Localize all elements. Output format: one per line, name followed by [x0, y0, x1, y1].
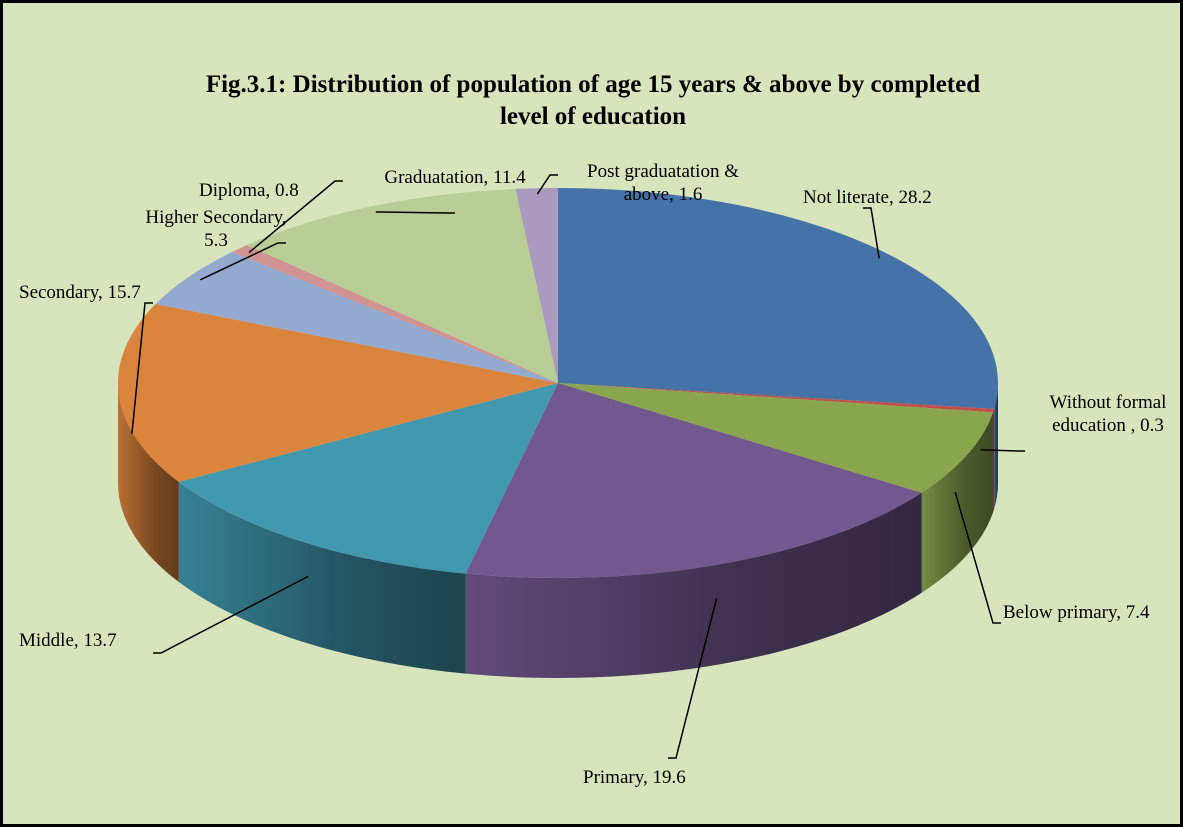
label-value: 19.6: [652, 767, 686, 788]
slice: [465, 383, 922, 578]
label-value: 13.7: [83, 630, 117, 651]
slice: [232, 245, 558, 383]
leader-line: [375, 211, 455, 214]
data-label: Diploma, 0.8: [199, 179, 359, 202]
leader-line: [980, 449, 1025, 452]
label-category: Higher Secondary,: [145, 207, 287, 228]
label-category: Without formal education ,: [1049, 392, 1167, 436]
label-value: 7.4: [1125, 602, 1150, 623]
label-category: Diploma,: [199, 180, 271, 201]
data-label: Middle, 13.7: [19, 629, 219, 652]
slice: [515, 188, 558, 383]
slice-side-shade: [118, 383, 179, 582]
slice-side-shade: [178, 481, 466, 674]
slice-side-shade: [921, 412, 993, 593]
leader-line: [153, 575, 309, 654]
label-category: Middle,: [19, 630, 79, 651]
slice: [558, 383, 993, 493]
data-label: Higher Secondary, 5.3: [141, 206, 291, 252]
label-category: Graduatation,: [384, 167, 489, 188]
leader-line: [199, 242, 286, 281]
leader-line: [536, 174, 558, 195]
chart-title: Fig.3.1: Distribution of population of a…: [205, 71, 981, 130]
leader-line: [131, 302, 153, 434]
leader-line: [248, 180, 343, 254]
data-label: Graduatation, 11.4: [375, 166, 535, 189]
leader-line: [863, 207, 880, 259]
slice: [178, 383, 559, 574]
slice: [155, 251, 558, 383]
slice: [246, 188, 558, 383]
label-value: 28.2: [898, 187, 932, 208]
label-category: Secondary,: [19, 282, 103, 303]
label-category: Below primary,: [1003, 602, 1122, 623]
slice-side-shade: [465, 492, 922, 678]
leader-line: [668, 598, 718, 759]
label-value: 15.7: [107, 282, 141, 303]
label-category: Post graduatation & above,: [587, 161, 739, 205]
data-label: Secondary, 15.7: [19, 281, 239, 304]
label-category: Not literate,: [803, 187, 894, 208]
data-label: Post graduatation & above, 1.6: [563, 160, 763, 206]
data-label: Below primary, 7.4: [1003, 601, 1180, 624]
label-value: 0.8: [275, 180, 299, 201]
slice-side-shade: [994, 383, 998, 509]
label-value: 5.3: [204, 230, 228, 251]
slice: [558, 188, 999, 409]
slice-side-shade: [992, 408, 995, 513]
slice: [117, 304, 559, 482]
leader-line: [954, 491, 1001, 624]
slice: [558, 383, 995, 413]
data-label: Not literate, 28.2: [803, 186, 1023, 209]
label-category: Primary,: [583, 767, 648, 788]
label-value: 0.3: [1140, 415, 1164, 436]
pie-canvas: [117, 174, 1025, 759]
label-value: 1.6: [678, 184, 703, 205]
label-value: 11.4: [493, 167, 526, 188]
data-label: Primary, 19.6: [583, 766, 783, 789]
data-label: Without formal education , 0.3: [1028, 391, 1180, 437]
